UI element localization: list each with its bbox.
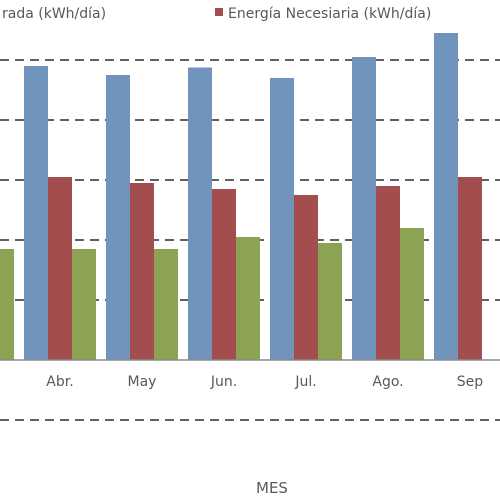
- bar-2-7: [458, 177, 482, 360]
- bar-3-1: [0, 249, 14, 360]
- bar-1-6: [352, 57, 376, 360]
- bar-1-4: [188, 67, 212, 360]
- x-tick-label: Abr.: [46, 374, 73, 390]
- bars: [0, 33, 482, 360]
- x-axis-title: MES: [256, 479, 288, 497]
- legend-label-series-1: rada (kWh/día): [2, 6, 106, 22]
- bar-2-3: [130, 183, 154, 360]
- bar-3-6: [400, 228, 424, 360]
- bar-1-5: [270, 78, 294, 360]
- x-tick-label: May: [128, 374, 157, 390]
- legend-label-series-2: Energía Necesiaria (kWh/día): [228, 6, 431, 22]
- bar-2-4: [212, 189, 236, 360]
- bar-3-3: [154, 249, 178, 360]
- legend-swatch-series-2: [215, 8, 223, 16]
- bar-1-3: [106, 75, 130, 360]
- bar-2-5: [294, 195, 318, 360]
- bar-1-7: [434, 33, 458, 360]
- bar-2-6: [376, 186, 400, 360]
- x-tick-label: Sep: [457, 374, 484, 390]
- bar-3-5: [318, 243, 342, 360]
- x-tick-label: Jun.: [210, 374, 237, 390]
- bar-3-4: [236, 237, 260, 360]
- x-tick-label: Ago.: [372, 374, 403, 390]
- x-tick-label: Jul.: [294, 374, 316, 390]
- bar-2-2: [48, 177, 72, 360]
- legend: rada (kWh/día) Energía Necesiaria (kWh/dí…: [2, 6, 431, 22]
- bar-3-2: [72, 249, 96, 360]
- bar-1-2: [24, 66, 48, 360]
